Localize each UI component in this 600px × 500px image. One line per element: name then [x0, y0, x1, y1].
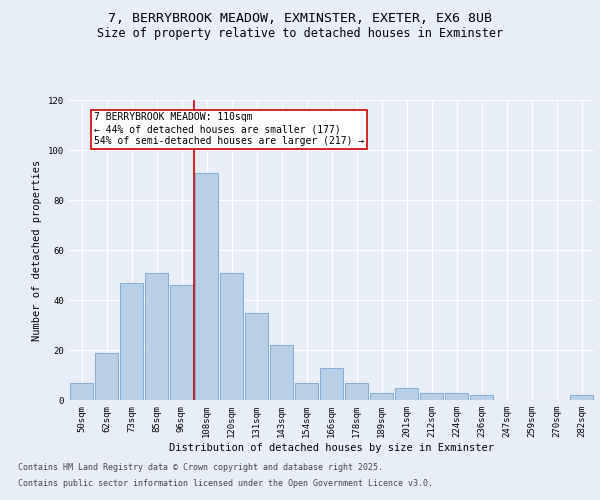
X-axis label: Distribution of detached houses by size in Exminster: Distribution of detached houses by size … — [169, 442, 494, 452]
Bar — [245, 312, 268, 400]
Text: Size of property relative to detached houses in Exminster: Size of property relative to detached ho… — [97, 28, 503, 40]
Bar — [295, 382, 318, 400]
Bar — [170, 285, 193, 400]
Bar — [95, 352, 118, 400]
Text: 7 BERRYBROOK MEADOW: 110sqm
← 44% of detached houses are smaller (177)
54% of se: 7 BERRYBROOK MEADOW: 110sqm ← 44% of det… — [94, 112, 364, 146]
Bar — [145, 272, 168, 400]
Text: 7, BERRYBROOK MEADOW, EXMINSTER, EXETER, EX6 8UB: 7, BERRYBROOK MEADOW, EXMINSTER, EXETER,… — [108, 12, 492, 26]
Bar — [320, 368, 343, 400]
Text: Contains HM Land Registry data © Crown copyright and database right 2025.: Contains HM Land Registry data © Crown c… — [18, 464, 383, 472]
Bar — [445, 392, 468, 400]
Y-axis label: Number of detached properties: Number of detached properties — [32, 160, 43, 340]
Bar — [420, 392, 443, 400]
Bar — [570, 395, 593, 400]
Bar — [70, 382, 93, 400]
Bar — [370, 392, 393, 400]
Text: Contains public sector information licensed under the Open Government Licence v3: Contains public sector information licen… — [18, 478, 433, 488]
Bar — [345, 382, 368, 400]
Bar — [395, 388, 418, 400]
Bar — [470, 395, 493, 400]
Bar — [195, 172, 218, 400]
Bar — [270, 345, 293, 400]
Bar — [220, 272, 243, 400]
Bar — [120, 282, 143, 400]
